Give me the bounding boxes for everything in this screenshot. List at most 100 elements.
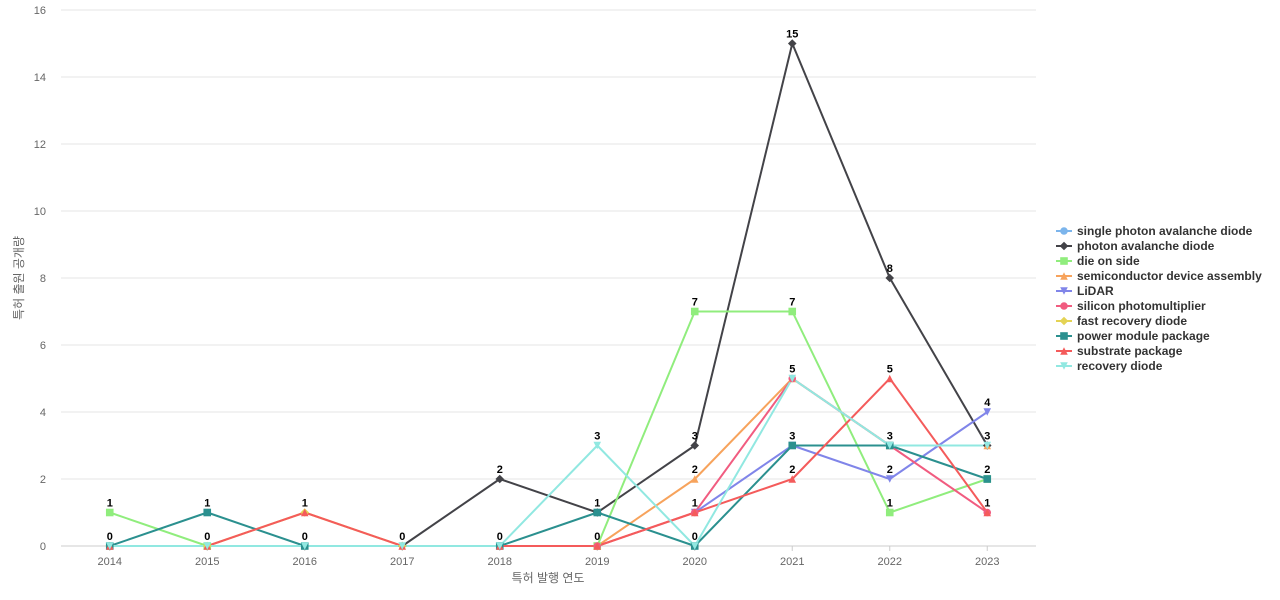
x-tick-label: 2023 <box>975 556 999 568</box>
data-label: 1 <box>692 498 698 510</box>
legend-label: semiconductor device assembly <box>1077 269 1262 283</box>
data-point-photon-avalanche-diode <box>787 39 797 48</box>
data-point-power-module-package <box>593 508 602 517</box>
data-labels: 1 0 1 0 1 0 0 2 0 3 1 0 7 3 2 1 0 15 7 5 3 2 8 5 3 2 1 4 3 2 1 <box>107 29 992 544</box>
y-axis-title: 특허 출원 공개량 <box>12 236 26 320</box>
data-point-recovery-diode <box>593 441 602 450</box>
legend-swatch-marker <box>1060 227 1068 235</box>
x-tick-label: 2022 <box>878 556 902 568</box>
y-tick-label: 12 <box>34 139 46 151</box>
data-label: 2 <box>497 464 503 476</box>
legend-item-substrate-package[interactable]: substrate package <box>1056 344 1183 358</box>
data-point-substrate-package <box>690 508 699 517</box>
y-tick-label: 8 <box>40 273 46 285</box>
legend-item-single-photon-avalanche-diode[interactable]: single photon avalanche diode <box>1056 224 1253 238</box>
data-label: 7 <box>789 297 795 309</box>
y-tick-label: 0 <box>40 541 46 553</box>
data-point-die-on-side <box>105 508 114 517</box>
data-label: 8 <box>887 263 893 275</box>
data-label: 0 <box>497 531 503 543</box>
legend-swatch-marker <box>1060 257 1068 265</box>
data-point-photon-avalanche-diode <box>885 273 895 283</box>
data-label: 0 <box>204 531 210 543</box>
y-tick-label: 2 <box>40 474 46 486</box>
data-label: 1 <box>204 498 210 510</box>
data-point-power-module-package <box>788 441 797 450</box>
data-point-recovery-diode <box>690 542 699 550</box>
data-point-lidar <box>983 408 992 416</box>
data-point-die-on-side <box>885 508 894 517</box>
legend-swatch-marker <box>1060 362 1068 370</box>
x-tick-label: 2017 <box>390 556 414 568</box>
x-tick-label: 2020 <box>683 556 707 568</box>
legend-label: photon avalanche diode <box>1077 239 1215 253</box>
data-point-substrate-package <box>300 508 309 517</box>
x-tick-label: 2019 <box>585 556 609 568</box>
legend-item-photon-avalanche-diode[interactable]: photon avalanche diode <box>1056 239 1215 253</box>
data-point-substrate-package <box>983 508 992 517</box>
data-label: 1 <box>887 498 893 510</box>
legend-item-silicon-photomultiplier[interactable]: silicon photomultiplier <box>1056 299 1206 313</box>
y-tick-label: 10 <box>34 206 46 218</box>
legend-swatch-marker <box>1060 272 1068 280</box>
series-lines <box>109 42 989 547</box>
data-label: 2 <box>789 464 795 476</box>
series-markers <box>105 39 992 551</box>
data-label: 1 <box>107 498 113 510</box>
data-point-power-module-package <box>983 475 992 483</box>
data-label: 0 <box>399 531 405 543</box>
data-label: 0 <box>594 531 600 543</box>
series-line-substrate-package <box>109 377 989 547</box>
legend-item-fast-recovery-diode[interactable]: fast recovery diode <box>1056 314 1187 328</box>
legend-label: single photon avalanche diode <box>1077 224 1253 238</box>
legend-item-power-module-package[interactable]: power module package <box>1056 329 1210 343</box>
data-point-substrate-package <box>788 475 797 483</box>
data-label: 5 <box>789 364 795 376</box>
data-point-recovery-diode <box>885 441 894 450</box>
legend-item-recovery-diode[interactable]: recovery diode <box>1056 359 1163 373</box>
legend-label: fast recovery diode <box>1077 314 1187 328</box>
legend-swatch-marker <box>1059 316 1069 326</box>
y-axis-ticks: 0 2 4 6 8 10 12 14 16 <box>34 5 46 553</box>
y-tick-label: 4 <box>40 407 46 419</box>
legend-item-lidar[interactable]: LiDAR <box>1056 284 1114 298</box>
data-label: 3 <box>984 431 990 443</box>
data-point-recovery-diode <box>300 542 309 550</box>
data-label: 0 <box>692 531 698 543</box>
data-point-die-on-side <box>788 307 797 316</box>
data-label: 2 <box>984 464 990 476</box>
y-tick-label: 6 <box>40 340 46 352</box>
legend-label: substrate package <box>1077 344 1183 358</box>
data-label: 1 <box>594 498 600 510</box>
data-point-recovery-diode <box>495 542 504 550</box>
data-label: 0 <box>302 531 308 543</box>
x-tick-label: 2016 <box>293 556 317 568</box>
legend-item-die-on-side[interactable]: die on side <box>1056 254 1140 268</box>
data-label: 15 <box>786 29 798 41</box>
data-point-photon-avalanche-diode <box>690 441 700 450</box>
legend-swatch-marker <box>1060 302 1068 310</box>
data-label: 3 <box>789 431 795 443</box>
data-label: 2 <box>692 464 698 476</box>
data-point-recovery-diode <box>105 542 114 550</box>
data-point-recovery-diode <box>788 374 797 383</box>
data-point-recovery-diode <box>203 542 212 550</box>
legend-swatch-marker <box>1060 347 1068 355</box>
legend-label: die on side <box>1077 254 1140 268</box>
legend-label: silicon photomultiplier <box>1077 299 1206 313</box>
data-point-photon-avalanche-diode <box>495 474 505 484</box>
data-point-recovery-diode <box>983 441 992 450</box>
x-tick-label: 2015 <box>195 556 219 568</box>
data-label: 4 <box>984 397 991 409</box>
series-line-die-on-side <box>109 310 988 547</box>
data-label: 3 <box>692 431 698 443</box>
grid <box>61 9 1036 547</box>
legend-swatch-marker <box>1059 241 1069 251</box>
data-label: 1 <box>984 498 990 510</box>
x-axis-ticks: 2014 2015 2016 2017 2018 2019 2020 2021 2022 2023 <box>98 546 999 568</box>
legend-item-semiconductor-device-assembly[interactable]: semiconductor device assembly <box>1056 269 1262 283</box>
data-label: 3 <box>887 431 893 443</box>
